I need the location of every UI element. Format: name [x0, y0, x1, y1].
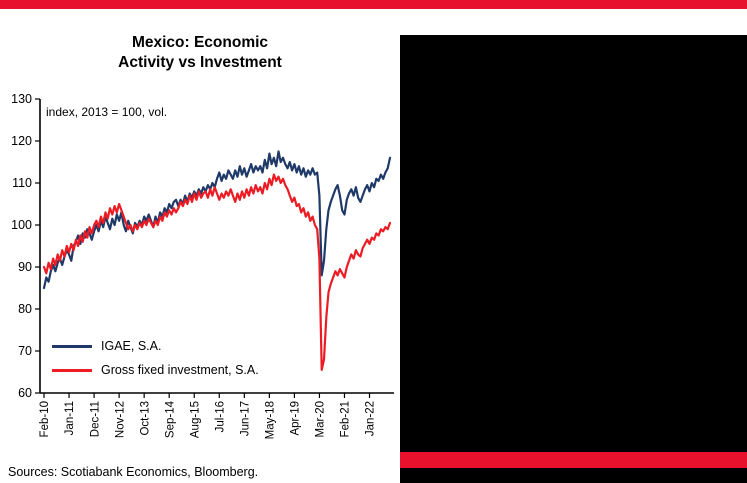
x-tick-label: Oct-13: [139, 401, 151, 436]
right-red-stripe: [400, 452, 747, 468]
series-line-1: [42, 173, 392, 371]
investment-line-swatch: [52, 368, 92, 372]
x-tick-label: Jan-22: [365, 401, 377, 436]
top-red-banner: [0, 0, 747, 9]
x-tick-label: Feb-21: [340, 401, 352, 437]
chart-title-line1: Mexico: Economic: [131, 34, 269, 51]
y-tick-label: 80: [18, 302, 32, 316]
legend-row-investment: Gross fixed investment, S.A.: [52, 363, 259, 377]
y-tick-label: 100: [11, 218, 32, 232]
x-tick-label: May-18: [265, 401, 277, 439]
x-tick-label: Apr-19: [290, 401, 302, 436]
legend-row-igae: IGAE, S.A.: [52, 339, 259, 353]
right-black-panel: [400, 35, 747, 452]
legend-label-igae: IGAE, S.A.: [101, 339, 162, 353]
x-tick-label: Feb-10: [39, 401, 51, 437]
chart-panel: Mexico: Economic Activity vs Investment …: [0, 9, 400, 483]
x-tick-label: Sep-14: [164, 400, 176, 438]
right-side-panel: [400, 9, 747, 483]
chart-title-line2: Activity vs Investment: [118, 54, 282, 71]
legend-label-investment: Gross fixed investment, S.A.: [101, 363, 259, 377]
y-tick-label: 130: [11, 92, 32, 106]
y-tick-label: 70: [18, 344, 32, 358]
chart-subtitle: index, 2013 = 100, vol.: [46, 105, 168, 119]
y-tick-label: 120: [11, 134, 32, 148]
x-tick-label: Dec-11: [89, 401, 101, 437]
chart-legend: IGAE, S.A. Gross fixed investment, S.A.: [52, 339, 259, 387]
y-tick-label: 110: [12, 176, 32, 190]
x-tick-label: Mar-20: [315, 401, 327, 437]
x-tick-label: Jun-17: [240, 401, 252, 436]
chart-title: Mexico: Economic Activity vs Investment: [0, 33, 400, 73]
series-line-0: [42, 150, 392, 290]
x-tick-label: Jul-16: [214, 401, 226, 432]
y-tick-label: 60: [18, 386, 32, 400]
right-black-footer: [400, 468, 747, 483]
y-tick-label: 90: [18, 260, 32, 274]
line-chart: 60 70 80 90 100 110 120 130 Feb-10 Jan-11 Dec-11 No…: [11, 92, 394, 439]
x-tick-label: Aug-15: [189, 401, 201, 438]
igae-line-swatch: [52, 344, 92, 348]
x-tick-label: Nov-12: [114, 401, 126, 438]
x-tick-label: Jan-11: [64, 401, 76, 435]
sources-text: Sources: Scotiabank Economics, Bloomberg…: [8, 465, 259, 479]
